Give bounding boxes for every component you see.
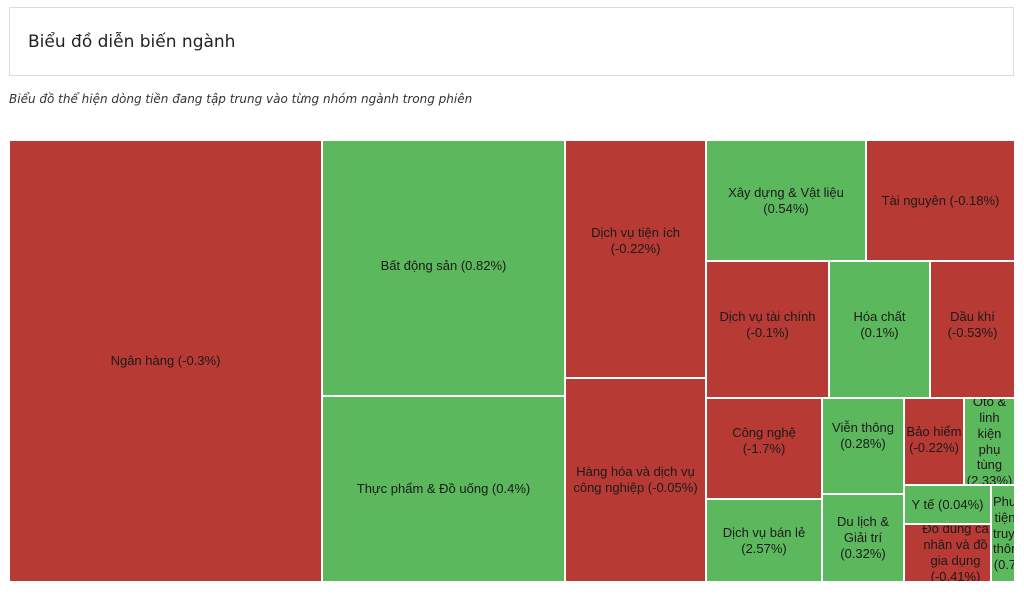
tile-label: Bất động sản (0.82%) bbox=[380, 258, 507, 274]
treemap-tile[interactable]: Dịch vụ bán lẻ (2.57%) bbox=[706, 499, 822, 582]
treemap-tile[interactable]: Dịch vụ tiện ích (-0.22%) bbox=[565, 140, 706, 378]
treemap-tile[interactable]: Xây dựng & Vật liệu (0.54%) bbox=[706, 140, 866, 261]
tile-label: Hóa chất (0.1%) bbox=[853, 308, 906, 340]
treemap-tile[interactable]: Ngân hàng (-0.3%) bbox=[9, 140, 322, 582]
treemap-tile[interactable]: Hóa chất (0.1%) bbox=[829, 261, 930, 398]
tile-label: Tài nguyên (-0.18%) bbox=[881, 192, 1000, 208]
treemap-tile[interactable]: Y tế (0.04%) bbox=[904, 485, 991, 524]
tile-label: Thực phẩm & Đồ uống (0.4%) bbox=[356, 481, 531, 497]
tile-label: Bảo hiểm (-0.22%) bbox=[906, 423, 962, 455]
tile-label: Viễn thông (0.28%) bbox=[832, 420, 894, 451]
tile-label: Xây dựng & Vật liệu (0.54%) bbox=[728, 184, 844, 216]
treemap-tile[interactable]: Du lịch & Giải trí (0.32%) bbox=[822, 494, 904, 582]
sector-treemap: Ngân hàng (-0.3%) Bất động sản (0.82%) Thự… bbox=[9, 140, 1015, 582]
tile-label: Đồ dùng cá nhân và đồ gia dụng (-0.41%) bbox=[922, 524, 989, 582]
chart-header: Biểu đồ diễn biến ngành bbox=[9, 7, 1014, 76]
tile-label: Ôtô & linh kiện phụ tùng (2.33%) bbox=[966, 398, 1013, 485]
chart-title: Biểu đồ diễn biến ngành bbox=[28, 32, 236, 52]
tile-label: Phương tiện truyền thông (0.7 bbox=[993, 493, 1015, 573]
treemap-tile[interactable]: Đồ dùng cá nhân và đồ gia dụng (-0.41%) bbox=[904, 524, 991, 582]
tile-label: Công nghệ (-1.7%) bbox=[732, 424, 796, 456]
treemap-tile[interactable]: Hàng hóa và dịch vụ công nghiệp (-0.05%) bbox=[565, 378, 706, 582]
chart-subtitle: Biểu đồ thể hiện dòng tiền đang tập trun… bbox=[9, 92, 473, 106]
treemap-tile[interactable]: Dầu khí (-0.53%) bbox=[930, 261, 1015, 398]
treemap-tile[interactable]: Tài nguyên (-0.18%) bbox=[866, 140, 1015, 261]
treemap-tile[interactable]: Dịch vụ tài chính (-0.1%) bbox=[706, 261, 829, 398]
tile-label: Ngân hàng (-0.3%) bbox=[110, 353, 221, 369]
tile-label: Dầu khí (-0.53%) bbox=[947, 308, 998, 340]
tile-label: Dịch vụ bán lẻ (2.57%) bbox=[722, 524, 806, 556]
treemap-tile[interactable]: Công nghệ (-1.7%) bbox=[706, 398, 822, 499]
tile-label: Dịch vụ tài chính (-0.1%) bbox=[719, 308, 816, 340]
treemap-tile[interactable]: Phương tiện truyền thông (0.7 bbox=[991, 485, 1015, 582]
tile-label: Hàng hóa và dịch vụ công nghiệp (-0.05%) bbox=[573, 464, 698, 495]
tile-label: Dịch vụ tiện ích (-0.22%) bbox=[591, 225, 680, 256]
treemap-tile[interactable]: Bất động sản (0.82%) bbox=[322, 140, 565, 396]
treemap-tile[interactable]: Viễn thông (0.28%) bbox=[822, 398, 904, 494]
treemap-tile[interactable]: Ôtô & linh kiện phụ tùng (2.33%) bbox=[964, 398, 1015, 485]
treemap-tile[interactable]: Thực phẩm & Đồ uống (0.4%) bbox=[322, 396, 565, 582]
tile-label: Du lịch & Giải trí (0.32%) bbox=[836, 514, 890, 561]
treemap-tile[interactable]: Bảo hiểm (-0.22%) bbox=[904, 398, 964, 485]
tile-label: Y tế (0.04%) bbox=[911, 496, 984, 512]
